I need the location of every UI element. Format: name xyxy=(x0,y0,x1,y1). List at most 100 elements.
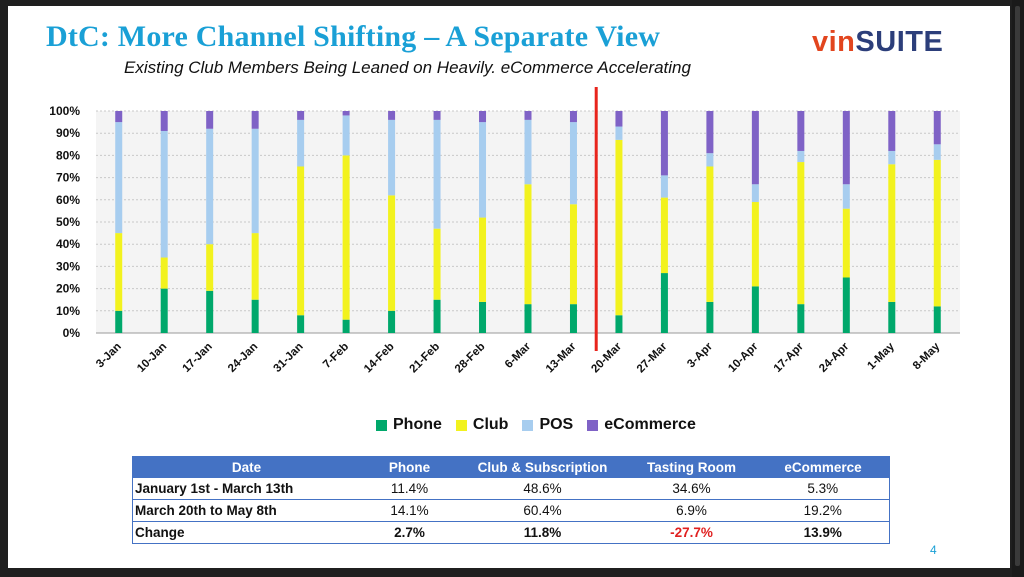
legend-item-club: Club xyxy=(455,416,508,434)
cell-phone: 14.1% xyxy=(360,499,459,522)
cell-club: 11.8% xyxy=(458,521,627,544)
header-club: Club & Subscription xyxy=(458,456,627,478)
bar-segment-pos xyxy=(842,184,850,209)
bar-segment-club xyxy=(842,208,850,278)
x-tick-label: 31-Jan xyxy=(272,341,306,375)
cell-ecommerce: 13.9% xyxy=(756,521,890,544)
bar-segment-phone xyxy=(524,304,532,333)
bar-segment-ecommerce xyxy=(842,111,850,185)
y-tick-label: 70% xyxy=(56,171,80,185)
y-tick-label: 40% xyxy=(56,237,80,251)
x-tick-label: 14-Feb xyxy=(362,341,397,376)
bar-segment-ecommerce xyxy=(615,111,623,127)
legend-swatch-phone xyxy=(376,419,387,431)
legend-item-ecommerce: eCommerce xyxy=(587,416,696,434)
channel-summary-table: Date Phone Club & Subscription Tasting R… xyxy=(132,456,890,544)
vertical-scrollbar[interactable] xyxy=(1012,0,1024,577)
bar-segment-phone xyxy=(160,288,168,333)
page-number: 4 xyxy=(930,543,937,557)
y-tick-label: 100% xyxy=(49,104,80,118)
row-label: Change xyxy=(132,521,361,544)
bar-segment-pos xyxy=(569,122,577,205)
bar-segment-club xyxy=(388,195,396,311)
slide-subtitle: Existing Club Members Being Leaned on He… xyxy=(124,58,691,77)
bar-segment-club xyxy=(751,202,759,287)
legend-item-pos: POS xyxy=(522,416,573,434)
bar-segment-ecommerce xyxy=(479,111,487,123)
bar-segment-pos xyxy=(888,150,896,165)
bar-segment-club xyxy=(479,217,487,302)
table-header-row: Date Phone Club & Subscription Tasting R… xyxy=(132,456,890,478)
bar-segment-phone xyxy=(615,315,623,333)
header-tasting-room: Tasting Room xyxy=(626,456,757,478)
bar-segment-phone xyxy=(251,299,259,333)
cell-tasting-room: -27.7% xyxy=(626,521,757,544)
bar-segment-pos xyxy=(615,126,623,140)
bar-segment-ecommerce xyxy=(206,111,214,129)
bar-segment-ecommerce xyxy=(160,111,168,131)
x-tick-label: 8-May xyxy=(911,340,943,372)
bar-segment-club xyxy=(797,162,805,305)
bar-segment-phone xyxy=(342,319,350,333)
bar-segment-ecommerce xyxy=(251,111,259,129)
bar-segment-club xyxy=(888,164,896,302)
cell-ecommerce: 5.3% xyxy=(756,477,890,500)
y-tick-label: 80% xyxy=(56,148,80,162)
bar-segment-pos xyxy=(751,184,759,203)
x-tick-label: 3-Apr xyxy=(685,340,715,370)
bar-segment-club xyxy=(342,155,350,320)
cell-club: 48.6% xyxy=(458,477,627,500)
y-tick-label: 30% xyxy=(56,259,80,273)
bar-segment-pos xyxy=(433,119,441,229)
table-row-change: Change 2.7% 11.8% -27.7% 13.9% xyxy=(132,521,890,544)
bar-segment-ecommerce xyxy=(660,111,668,176)
x-tick-label: 20-Mar xyxy=(589,340,624,375)
slide: DtC: More Channel Shifting – A Separate … xyxy=(8,6,1010,568)
bar-segment-club xyxy=(251,233,259,300)
bar-segment-phone xyxy=(433,299,441,333)
bar-segment-ecommerce xyxy=(433,111,441,120)
legend-label-ecommerce: eCommerce xyxy=(604,416,696,433)
scrollbar-thumb[interactable] xyxy=(1015,6,1020,566)
bar-segment-phone xyxy=(115,310,123,333)
cell-phone: 11.4% xyxy=(360,477,459,500)
bar-segment-club xyxy=(524,184,532,305)
y-tick-label: 20% xyxy=(56,282,80,296)
bar-segment-ecommerce xyxy=(751,111,759,185)
bar-segment-pos xyxy=(706,153,714,167)
logo-vin-text: vin xyxy=(812,26,856,58)
y-tick-label: 50% xyxy=(56,215,80,229)
bar-segment-pos xyxy=(797,150,805,163)
bar-segment-ecommerce xyxy=(933,111,941,145)
bar-segment-club xyxy=(706,166,714,302)
bar-segment-club xyxy=(206,244,214,291)
slide-title: DtC: More Channel Shifting – A Separate … xyxy=(46,20,661,53)
legend-swatch-ecommerce xyxy=(587,419,599,431)
bar-segment-phone xyxy=(751,286,759,333)
x-tick-label: 17-Apr xyxy=(772,340,807,375)
bar-segment-phone xyxy=(388,310,396,333)
bar-segment-phone xyxy=(297,315,305,333)
bar-segment-ecommerce xyxy=(569,111,577,123)
vinsuite-logo: vinSUITE xyxy=(812,26,943,59)
bar-segment-phone xyxy=(933,306,941,333)
bar-segment-ecommerce xyxy=(524,111,532,120)
bar-segment-pos xyxy=(660,175,668,198)
bar-segment-pos xyxy=(524,119,532,185)
header-date: Date xyxy=(132,456,361,478)
bar-segment-pos xyxy=(251,128,259,234)
bar-segment-pos xyxy=(160,130,168,258)
cell-phone: 2.7% xyxy=(360,521,459,544)
x-tick-label: 24-Jan xyxy=(226,341,260,375)
bar-segment-club xyxy=(160,257,168,289)
y-tick-label: 10% xyxy=(56,304,80,318)
bar-segment-club xyxy=(297,166,305,316)
x-tick-label: 7-Feb xyxy=(321,341,351,371)
cell-ecommerce: 19.2% xyxy=(756,499,890,522)
bar-segment-club xyxy=(569,204,577,305)
bar-segment-phone xyxy=(479,301,487,333)
legend-swatch-club xyxy=(455,419,467,431)
x-tick-label: 6-Mar xyxy=(503,340,534,371)
x-tick-label: 27-Mar xyxy=(635,340,670,375)
